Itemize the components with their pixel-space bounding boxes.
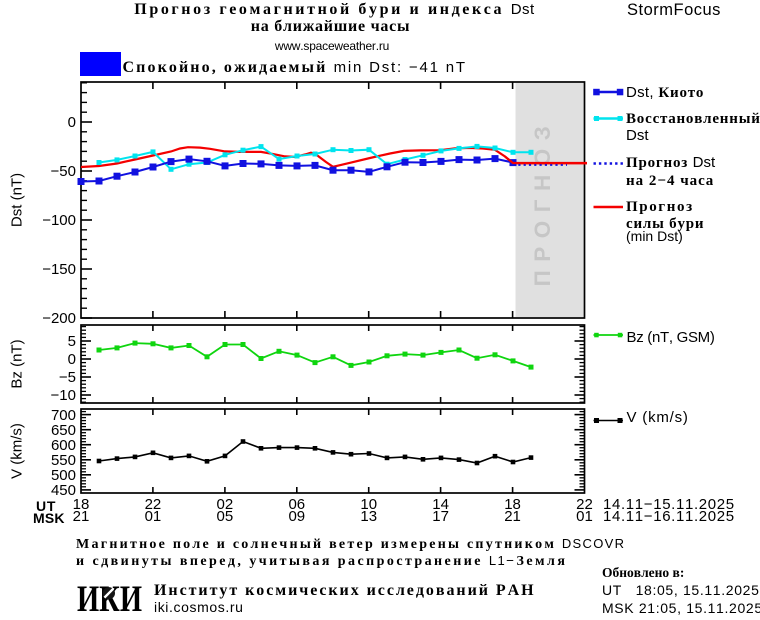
svg-text:ПРОГНОЗ: ПРОГНОЗ [530, 118, 555, 287]
